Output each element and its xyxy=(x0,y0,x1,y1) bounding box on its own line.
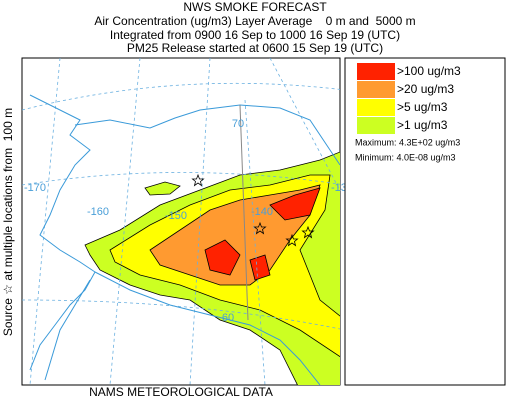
plume-red xyxy=(249,254,271,281)
source-star xyxy=(191,173,205,187)
graticule xyxy=(22,82,340,111)
plume-outer xyxy=(144,181,181,196)
source-star xyxy=(301,225,315,239)
legend-label: >100 ug/m3 xyxy=(397,64,461,78)
footer: NAMS METEOROLOGICAL DATA xyxy=(89,385,273,399)
graticule xyxy=(22,172,340,186)
coastline xyxy=(44,279,91,381)
legend-swatch xyxy=(357,81,395,98)
title: NWS SMOKE FORECAST xyxy=(183,0,327,14)
legend: >100 ug/m3 >20 ug/m3 >5 ug/m3 >1 ug/m3 xyxy=(357,63,461,134)
graticule-label: -160 xyxy=(87,206,109,218)
graticule xyxy=(29,58,61,385)
graticule xyxy=(269,58,340,192)
maximum: Maximum: 4.3E+02 ug/m3 xyxy=(355,137,460,147)
graticule-label: -140 xyxy=(251,206,273,218)
subtitle: PM25 Release started at 0600 15 Sep 19 (… xyxy=(127,41,383,55)
coastline xyxy=(29,94,96,371)
legend-label: >5 ug/m3 xyxy=(397,100,448,114)
legend-label: >1 ug/m3 xyxy=(397,118,448,132)
plume-red xyxy=(204,239,241,276)
coastline xyxy=(74,104,340,166)
legend-label: >20 ug/m3 xyxy=(397,82,454,96)
subtitle: Air Concentration (ug/m3) Layer Average … xyxy=(94,14,415,28)
graticule xyxy=(22,299,340,330)
legend-swatch xyxy=(357,117,395,134)
graticule-label: -150 xyxy=(165,210,187,222)
legend-swatch xyxy=(357,99,395,116)
subtitle: Integrated from 0900 16 Sep to 1000 16 S… xyxy=(110,28,400,42)
side-label: Source ☆ at multiple locations from 100 … xyxy=(1,108,15,336)
legend-swatch xyxy=(357,63,395,80)
source-star xyxy=(285,233,299,247)
minimum: Minimum: 4.0E-08 ug/m3 xyxy=(355,152,456,162)
legend-box xyxy=(344,57,506,386)
graticule-label: -170 xyxy=(24,182,46,194)
graticule xyxy=(189,58,211,385)
graticule xyxy=(109,58,141,385)
graticule-label: 60 xyxy=(222,312,234,324)
source-star xyxy=(253,221,267,235)
border xyxy=(239,104,249,321)
graticule-label: 70 xyxy=(232,118,244,130)
coastline xyxy=(94,271,321,385)
plume-red xyxy=(269,187,321,221)
